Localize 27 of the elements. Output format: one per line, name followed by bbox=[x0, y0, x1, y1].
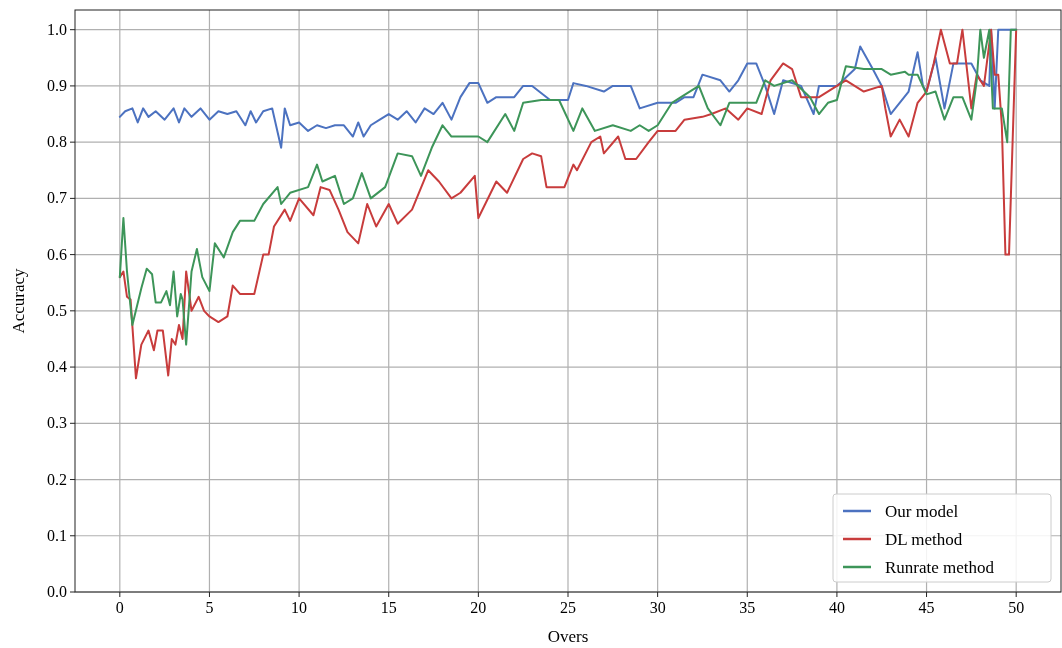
x-tick-label: 15 bbox=[380, 599, 397, 616]
y-tick-label: 0.9 bbox=[47, 76, 67, 94]
y-tick-label: 0.8 bbox=[47, 133, 67, 151]
x-tick-label: 35 bbox=[739, 599, 756, 616]
y-tick-label: 0.1 bbox=[47, 526, 67, 544]
x-tick-label: 5 bbox=[205, 599, 214, 616]
x-tick-label: 0 bbox=[115, 599, 124, 616]
y-axis-title: Accuracy bbox=[9, 267, 28, 334]
x-tick-label: 45 bbox=[918, 599, 935, 616]
legend-label: Runrate method bbox=[885, 558, 995, 577]
x-tick-label: 30 bbox=[649, 599, 666, 616]
y-tick-label: 0.4 bbox=[47, 358, 67, 376]
x-axis-title: Overs bbox=[547, 627, 589, 646]
y-tick-label: 0.2 bbox=[47, 470, 67, 488]
x-tick-label: 10 bbox=[291, 599, 308, 616]
x-tick-label: 40 bbox=[828, 599, 845, 616]
x-tick-label: 25 bbox=[560, 599, 576, 616]
legend-label: DL method bbox=[885, 530, 963, 549]
y-tick-label: 0.7 bbox=[47, 189, 67, 207]
y-tick-label: 1.0 bbox=[47, 20, 67, 38]
y-tick-label: 0.6 bbox=[47, 245, 67, 263]
y-tick-label: 0.5 bbox=[47, 301, 67, 319]
x-tick-label: 50 bbox=[1008, 599, 1025, 616]
legend-label: Our model bbox=[885, 502, 959, 521]
y-tick-label: 0.0 bbox=[47, 583, 67, 600]
y-tick-label: 0.3 bbox=[47, 414, 67, 432]
x-tick-label: 20 bbox=[470, 599, 487, 616]
